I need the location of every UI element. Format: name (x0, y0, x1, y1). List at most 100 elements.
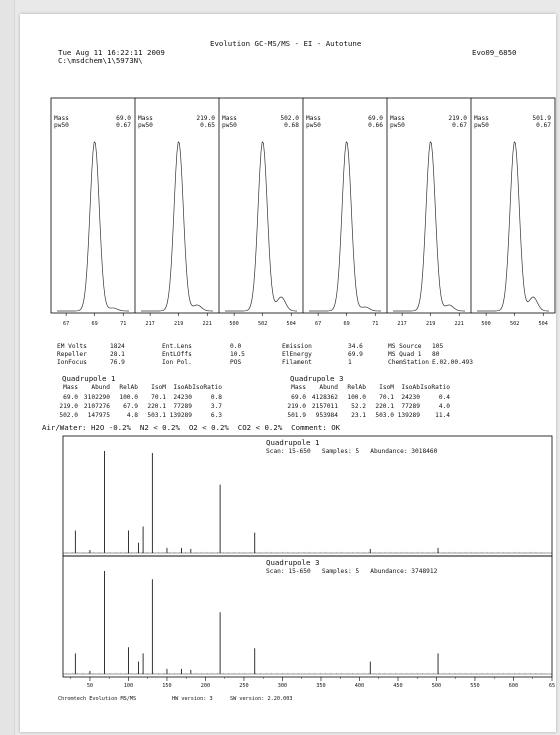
footer-sw: SW version: 2.20.003 (230, 696, 293, 702)
spectra-panel (62, 435, 553, 681)
param-label: ChemStation (388, 359, 429, 366)
quad-cell: 77289 (401, 403, 420, 410)
peak-tick-label: 71 (120, 321, 127, 327)
quad-cell: 23.1 (351, 412, 366, 419)
quad-cell: 100.0 (119, 394, 138, 401)
quad-cell: 70.1 (379, 394, 394, 401)
quad-header: RelAb (347, 384, 366, 391)
param-value: 1824 (110, 343, 125, 350)
peak-tick-label: 219 (425, 321, 436, 327)
report-path: C:\msdchem\1\5973N\ (58, 56, 143, 65)
quad-header: IsoM (151, 384, 166, 391)
peak-mass-value: 502.0 (280, 115, 299, 122)
peak-tick-label: 69 (91, 321, 98, 327)
peak-tick-label: 69 (343, 321, 350, 327)
quad-header: Abund (319, 384, 338, 391)
quad-cell: 24230 (173, 394, 192, 401)
param-label: MS Source (388, 343, 422, 350)
spectrum-frame (62, 555, 553, 678)
quad-title: Quadrupole 3 (290, 374, 344, 383)
peak-pw-value: 0.67 (116, 122, 131, 129)
param-label: Filament (282, 359, 312, 366)
quad-cell: 220.1 (147, 403, 166, 410)
report-date: Tue Aug 11 16:22:11 2009 (58, 48, 165, 57)
spectrum-tick-label: 150 (162, 683, 172, 689)
spectrum-tick-label: 600 (508, 683, 519, 689)
param-label: MS Quad 1 (388, 351, 422, 358)
param-value: POS (230, 359, 242, 366)
param-value: 1 (348, 359, 352, 366)
peak-mass-value: 219.0 (196, 115, 215, 122)
peak-tick-label: 67 (62, 321, 70, 327)
footer-product: Chromtech Evolution MS/MS (58, 696, 137, 702)
peak-tick-label: 221 (454, 321, 464, 327)
param-value: 76.9 (110, 359, 125, 366)
quad-cell: 3102290 (83, 394, 110, 401)
spectrum-tick-label: 65 (548, 683, 556, 689)
peak-profile (393, 141, 466, 312)
quad-cell: 501.9 (287, 412, 306, 419)
quad-header: IsoAb (401, 384, 420, 391)
quad-cell: 219.0 (59, 403, 78, 410)
quad-cell: 4.8 (126, 412, 138, 419)
peak-pw-label: pw50 (222, 122, 237, 129)
peak-mass-value: 69.0 (368, 115, 383, 122)
quad-cell: 11.4 (435, 412, 450, 419)
quad-cell: 69.0 (291, 394, 306, 401)
peak-pw-label: pw50 (474, 122, 489, 129)
param-value: E.02.00.493 (432, 359, 473, 366)
quad-cell: 69.0 (63, 394, 78, 401)
quad-cell: 503.0 (375, 412, 394, 419)
peak-pw-value: 0.67 (452, 122, 467, 129)
peak-mass-label: Mass (306, 115, 321, 122)
spectrum-tick-label: 500 (431, 683, 442, 689)
peak-pw-value: 0.68 (284, 122, 299, 129)
quad-header: IsoRatio (420, 384, 450, 391)
peak-pw-value: 0.66 (368, 122, 383, 129)
quad-cell: 24230 (401, 394, 420, 401)
report-title: Evolution GC-MS/MS - EI - Autotune (210, 39, 362, 48)
quad-cell: 67.9 (123, 403, 138, 410)
quad-cell: 100.0 (347, 394, 366, 401)
quad-cell: 2107276 (83, 403, 110, 410)
quad-header: Abund (91, 384, 110, 391)
quad-cell: 139289 (397, 412, 420, 419)
peak-profile (477, 141, 550, 312)
peak-mass-label: Mass (222, 115, 237, 122)
tune-peak-panel (50, 97, 556, 316)
peak-profile (57, 141, 130, 312)
quad-header: RelAb (119, 384, 138, 391)
peak-tick-label: 502 (509, 321, 520, 327)
peak-tick-label: 500 (229, 321, 239, 327)
spectrum-title: Quadrupole 3 (266, 558, 320, 567)
param-value: 10.5 (230, 351, 245, 358)
quad-cell: 6.3 (210, 412, 222, 419)
peak-mass-value: 69.0 (116, 115, 131, 122)
peak-tick-label: 219 (173, 321, 184, 327)
param-value: 105 (432, 343, 444, 350)
peak-pw-value: 0.67 (536, 122, 551, 129)
quad-cell: 52.2 (351, 403, 366, 410)
peak-tick-label: 71 (372, 321, 379, 327)
quad-cell: 70.1 (151, 394, 166, 401)
peak-mass-label: Mass (390, 115, 405, 122)
param-value: 0.0 (230, 343, 242, 350)
peak-tick-label: 221 (202, 321, 212, 327)
quad-header: Mass (63, 384, 78, 391)
param-label: EM Volts (57, 343, 87, 350)
peak-pw-label: pw50 (54, 122, 69, 129)
spectrum-tick-label: 300 (277, 683, 288, 689)
param-value: 34.6 (348, 343, 363, 350)
quad-cell: 220.1 (375, 403, 394, 410)
quad-cell: 3.7 (210, 403, 222, 410)
peak-pw-label: pw50 (306, 122, 321, 129)
spectrum-tick-label: 250 (239, 683, 249, 689)
spectrum-tick-label: 400 (354, 683, 365, 689)
report-page: Evolution GC-MS/MS - EI - Autotune Tue A… (20, 14, 556, 732)
quad-cell: 4128362 (311, 394, 338, 401)
peak-mass-label: Mass (54, 115, 69, 122)
viewer-left-strip (0, 0, 15, 735)
quad-title: Quadrupole 1 (62, 374, 116, 383)
peak-tick-label: 217 (145, 321, 155, 327)
spectrum-scan-info: Scan: 15-650 Samples: 5 Abundance: 37489… (266, 568, 438, 575)
